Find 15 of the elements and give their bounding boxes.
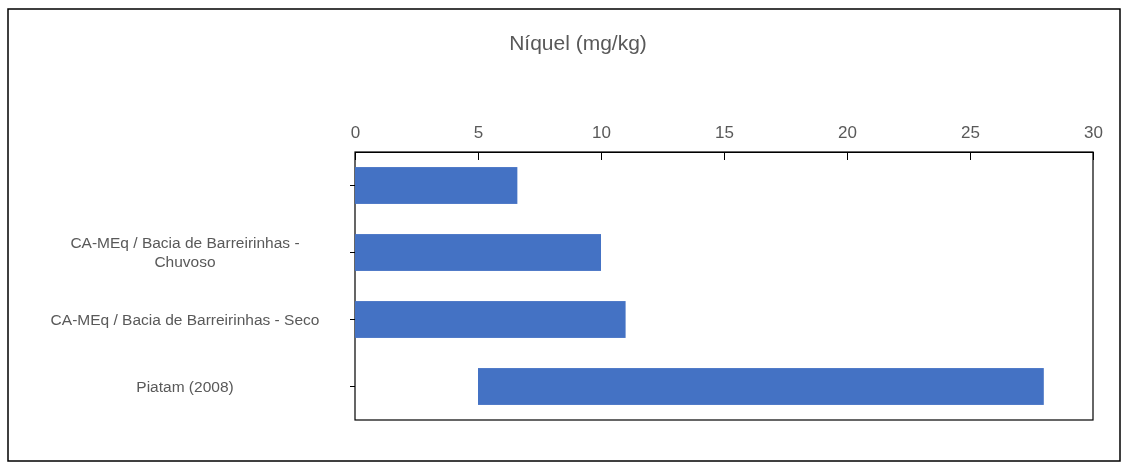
x-tick-label: 10 — [592, 123, 611, 142]
x-tick-label: 0 — [350, 123, 361, 142]
x-tick-label: 15 — [715, 123, 734, 142]
y-tick-label: Piatam (2008) — [136, 377, 234, 395]
x-tick-label: 25 — [961, 123, 980, 142]
x-tick-label: 20 — [838, 123, 857, 142]
bar — [355, 234, 601, 271]
x-tick-label: 5 — [473, 123, 484, 142]
bar — [355, 167, 518, 204]
x-tick-label: 30 — [1084, 123, 1103, 142]
y-tick-label: CA-MEq / Bacia de Barreirinhas - Chuvoso — [70, 234, 300, 270]
y-tick-label: CA-MEq / Bacia de Barreirinhas - Seco — [50, 310, 320, 328]
bar — [355, 301, 626, 338]
chart-title: Níquel (mg/kg) — [509, 31, 647, 54]
bar — [478, 368, 1044, 405]
